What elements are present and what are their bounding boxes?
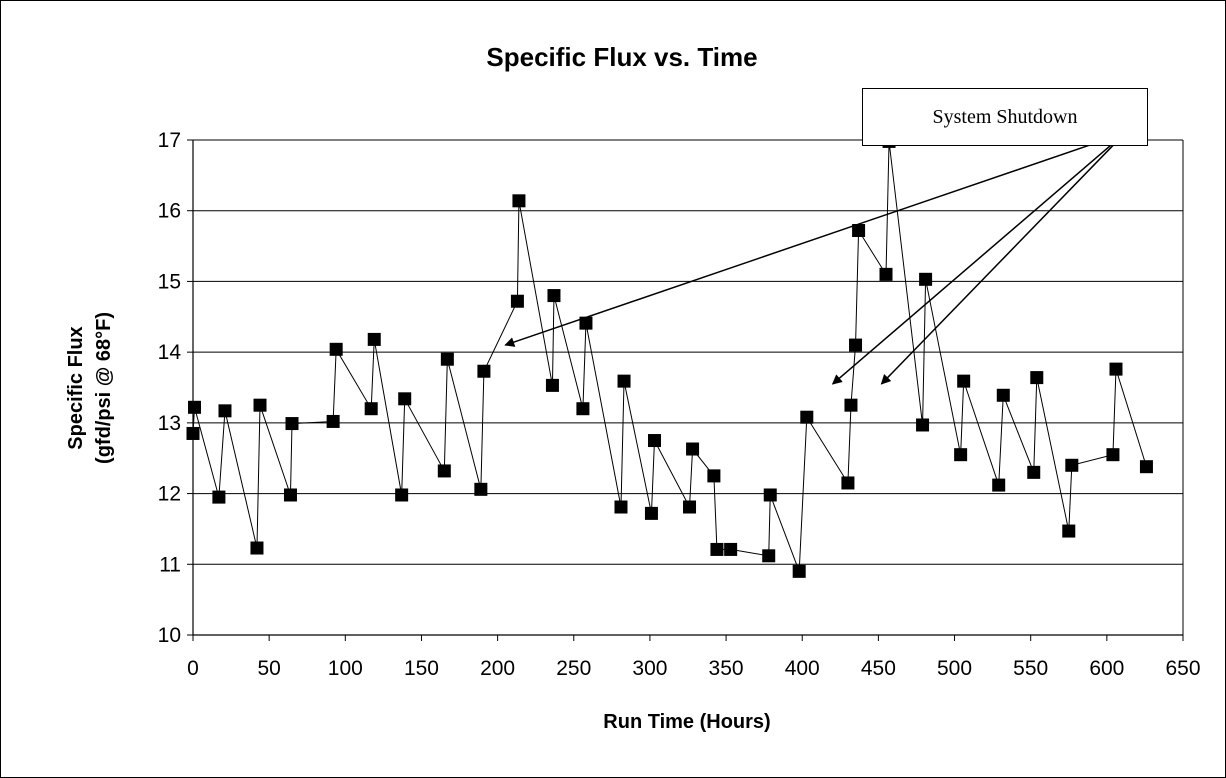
x-axis-label: Run Time (Hours)	[603, 711, 770, 733]
data-point-3	[218, 404, 232, 418]
x-tick-label-300: 300	[632, 657, 667, 680]
x-tick-label-350: 350	[709, 657, 744, 680]
x-tick-label-550: 550	[1013, 657, 1048, 680]
data-point-7	[285, 417, 299, 431]
data-point-14	[437, 464, 451, 478]
y-tick-label-11: 11	[159, 553, 181, 576]
data-point-39	[849, 338, 863, 352]
data-point-22	[576, 402, 590, 416]
data-point-54	[1109, 362, 1123, 376]
data-point-24	[614, 500, 628, 514]
tick-labels: 10 11 12 13 14 15 16 17 0 50 100 150 200 250 300 350 400…	[158, 129, 1201, 680]
data-point-32	[724, 542, 738, 556]
annotation-arrows	[504, 132, 1126, 385]
x-tick-label-200: 200	[480, 657, 515, 680]
series-line	[192, 141, 1147, 572]
data-point-46	[957, 374, 971, 388]
data-point-49	[1027, 465, 1041, 479]
data-point-18	[510, 294, 524, 308]
data-point-31	[710, 542, 724, 556]
data-point-45	[954, 448, 968, 462]
x-tick-label-100: 100	[328, 657, 363, 680]
chart-title: Specific Flux vs. Time	[486, 42, 757, 72]
data-point-13	[398, 392, 412, 406]
data-point-52	[1065, 458, 1079, 472]
x-tick-label-650: 650	[1165, 657, 1200, 680]
annotation-arrow-0	[504, 132, 1126, 347]
data-point-4	[250, 541, 264, 555]
data-point-55	[1139, 460, 1153, 474]
x-tick-label-50: 50	[257, 657, 280, 680]
data-point-37	[841, 476, 855, 490]
y-axis-label-group: Specific Flux (gfd/psi @ 68°F)	[65, 312, 115, 464]
data-point-29	[686, 442, 700, 456]
y-tick-label-16: 16	[158, 200, 181, 223]
data-point-44	[919, 272, 933, 286]
annotation-arrow-1	[831, 132, 1126, 385]
data-point-26	[644, 506, 658, 520]
data-point-17	[477, 364, 491, 378]
data-point-21	[547, 289, 561, 303]
data-point-36	[800, 410, 814, 424]
data-point-48	[996, 388, 1010, 402]
data-point-30	[707, 469, 721, 483]
y-tick-label-15: 15	[158, 270, 181, 293]
data-point-47	[992, 478, 1006, 492]
data-point-15	[440, 352, 454, 366]
data-point-23	[579, 316, 593, 330]
data-point-12	[395, 488, 409, 502]
data-point-6	[283, 488, 297, 502]
gridlines	[193, 139, 1183, 565]
y-tick-label-14: 14	[158, 341, 182, 364]
x-tick-label-450: 450	[861, 657, 896, 680]
data-point-34	[763, 488, 777, 502]
x-tick-label-150: 150	[404, 657, 439, 680]
annotation-arrow-2	[880, 132, 1126, 385]
data-series	[186, 134, 1153, 578]
data-point-40	[852, 224, 866, 238]
data-point-2	[212, 490, 226, 504]
data-point-43	[916, 418, 930, 432]
data-point-19	[512, 194, 526, 208]
data-point-27	[647, 434, 661, 448]
data-point-8	[326, 414, 340, 428]
data-point-53	[1106, 448, 1120, 462]
y-tick-label-10: 10	[158, 624, 181, 647]
data-point-33	[762, 549, 776, 563]
data-point-9	[329, 342, 343, 356]
data-point-20	[545, 378, 559, 392]
x-tick-label-600: 600	[1089, 657, 1124, 680]
data-point-50	[1030, 371, 1044, 385]
data-point-16	[474, 482, 488, 496]
y-axis-label-line1: Specific Flux	[65, 326, 87, 449]
x-tick-label-500: 500	[937, 657, 972, 680]
data-point-5	[253, 398, 267, 412]
y-axis-label-line2: (gfd/psi @ 68°F)	[93, 312, 115, 464]
data-point-25	[617, 374, 631, 388]
y-tick-label-13: 13	[158, 412, 181, 435]
y-tick-label-12: 12	[158, 483, 181, 506]
y-tick-label-17: 17	[158, 129, 181, 152]
x-tick-label-0: 0	[187, 657, 199, 680]
data-point-35	[792, 564, 806, 578]
data-point-41	[879, 267, 893, 281]
data-point-0	[186, 426, 200, 440]
data-point-51	[1062, 524, 1076, 538]
data-point-1	[188, 400, 202, 414]
annotation-callout: System Shutdown	[862, 88, 1148, 146]
data-point-38	[844, 398, 858, 412]
data-point-28	[683, 500, 697, 514]
x-tick-label-250: 250	[556, 657, 591, 680]
axes	[192, 140, 1184, 636]
annotation-text: System Shutdown	[932, 105, 1078, 128]
x-tick-label-400: 400	[785, 657, 820, 680]
data-point-11	[367, 332, 381, 346]
data-point-10	[364, 402, 378, 416]
